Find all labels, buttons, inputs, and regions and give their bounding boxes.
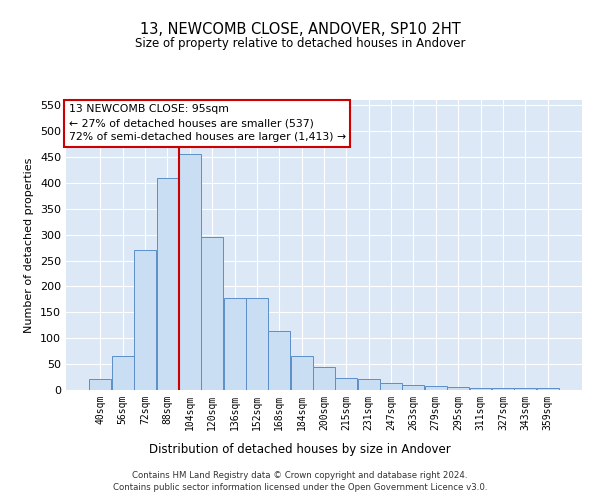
Bar [89,378,112,390]
Bar [313,367,335,390]
Bar [403,385,424,390]
Bar [246,298,268,390]
Bar [268,332,290,390]
Text: Contains HM Land Registry data © Crown copyright and database right 2024.: Contains HM Land Registry data © Crown c… [132,470,468,480]
Bar [492,388,514,390]
Bar [157,178,178,390]
Bar [224,298,245,390]
Bar [134,250,156,390]
Bar [447,388,469,390]
Y-axis label: Number of detached properties: Number of detached properties [25,158,34,332]
Bar [425,386,447,390]
Text: Distribution of detached houses by size in Andover: Distribution of detached houses by size … [149,442,451,456]
Text: 13, NEWCOMB CLOSE, ANDOVER, SP10 2HT: 13, NEWCOMB CLOSE, ANDOVER, SP10 2HT [140,22,460,38]
Text: Contains public sector information licensed under the Open Government Licence v3: Contains public sector information licen… [113,483,487,492]
Bar [358,378,380,390]
Bar [201,237,223,390]
Text: Size of property relative to detached houses in Andover: Size of property relative to detached ho… [135,38,465,51]
Text: 13 NEWCOMB CLOSE: 95sqm
← 27% of detached houses are smaller (537)
72% of semi-d: 13 NEWCOMB CLOSE: 95sqm ← 27% of detache… [68,104,346,142]
Bar [470,388,491,390]
Bar [514,388,536,390]
Bar [290,356,313,390]
Bar [335,378,358,390]
Bar [536,388,559,390]
Bar [112,356,134,390]
Bar [179,154,201,390]
Bar [380,384,402,390]
